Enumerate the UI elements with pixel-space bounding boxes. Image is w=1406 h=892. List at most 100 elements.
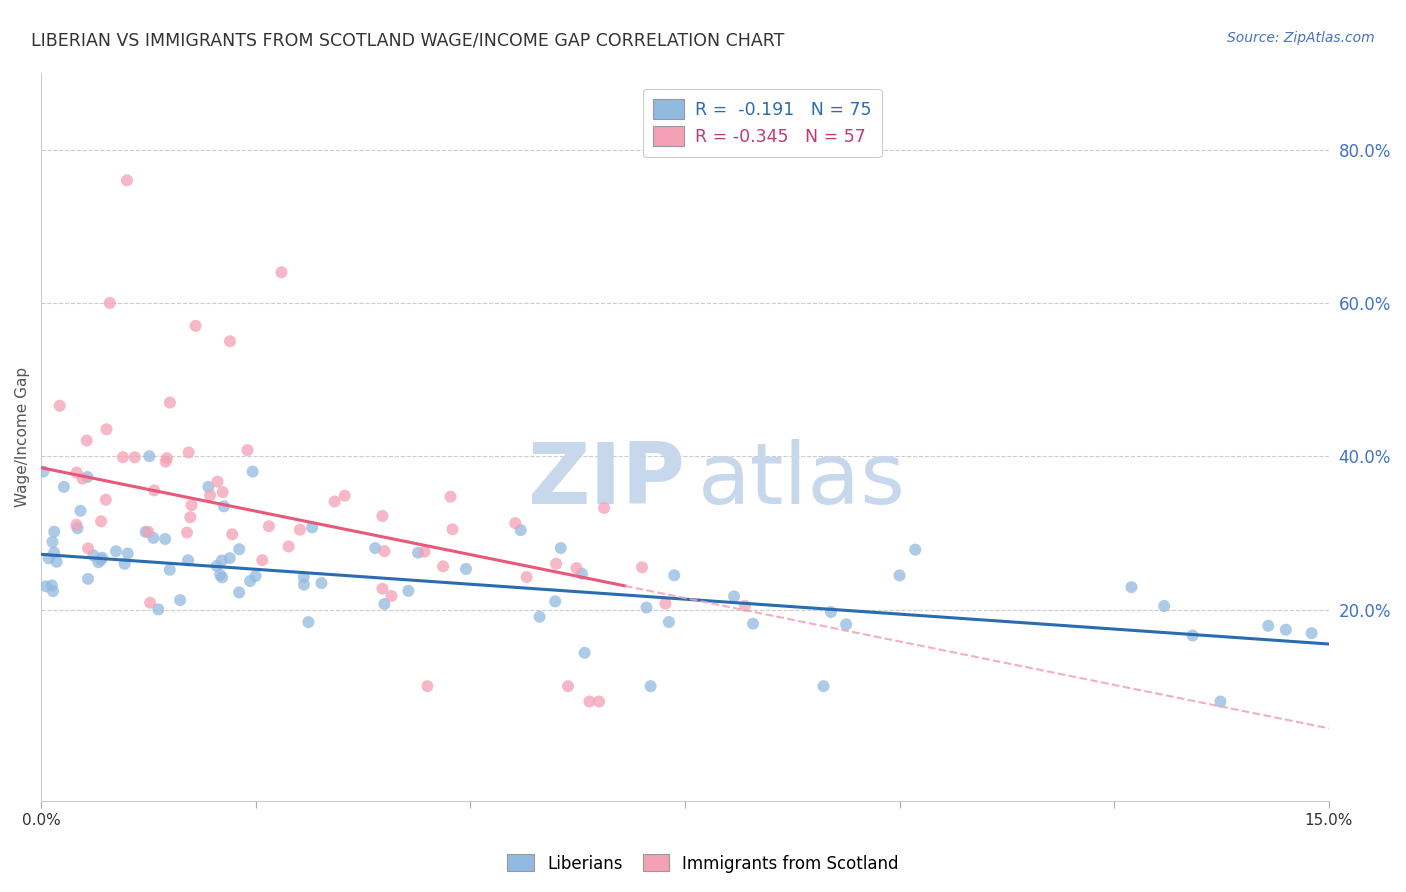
Point	[565, 561, 588, 575]
Point	[631, 560, 654, 574]
Point	[143, 483, 166, 498]
Point	[72, 472, 94, 486]
Point	[142, 531, 165, 545]
Point	[406, 546, 429, 560]
Point	[544, 594, 567, 608]
Point	[396, 583, 419, 598]
Point	[373, 544, 395, 558]
Point	[574, 646, 596, 660]
Point	[105, 544, 128, 558]
Point	[117, 546, 139, 560]
Point	[69, 504, 91, 518]
Point	[1301, 626, 1323, 640]
Point	[371, 508, 394, 523]
Point	[1181, 628, 1204, 642]
Point	[77, 541, 100, 556]
Point	[323, 494, 346, 508]
Point	[658, 615, 681, 629]
Point	[44, 524, 66, 539]
Point	[416, 679, 439, 693]
Point	[90, 552, 112, 566]
Point	[139, 596, 162, 610]
Point	[153, 532, 176, 546]
Point	[159, 563, 181, 577]
Point	[91, 550, 114, 565]
Point	[373, 597, 395, 611]
Point	[76, 470, 98, 484]
Point	[82, 549, 104, 563]
Point	[45, 555, 67, 569]
Point	[242, 465, 264, 479]
Y-axis label: Wage/Income Gap: Wage/Income Gap	[15, 367, 30, 508]
Point	[640, 679, 662, 693]
Point	[636, 600, 658, 615]
Point	[42, 584, 65, 599]
Point	[96, 422, 118, 436]
Point	[177, 553, 200, 567]
Point	[184, 318, 207, 333]
Point	[156, 451, 179, 466]
Point	[209, 567, 232, 582]
Point	[218, 551, 240, 566]
Point	[228, 585, 250, 599]
Point	[124, 450, 146, 465]
Point	[742, 616, 765, 631]
Point	[835, 617, 858, 632]
Text: LIBERIAN VS IMMIGRANTS FROM SCOTLAND WAGE/INCOME GAP CORRELATION CHART: LIBERIAN VS IMMIGRANTS FROM SCOTLAND WAG…	[31, 31, 785, 49]
Point	[155, 455, 177, 469]
Point	[441, 522, 464, 536]
Point	[76, 434, 98, 448]
Point	[820, 605, 842, 619]
Point	[292, 577, 315, 591]
Point	[664, 568, 686, 582]
Point	[245, 569, 267, 583]
Point	[546, 557, 568, 571]
Point	[270, 265, 292, 279]
Point	[439, 490, 461, 504]
Text: Source: ZipAtlas.com: Source: ZipAtlas.com	[1227, 31, 1375, 45]
Point	[111, 450, 134, 465]
Text: ZIP: ZIP	[527, 439, 685, 522]
Point	[169, 593, 191, 607]
Legend: R =  -0.191   N = 75, R = -0.345   N = 57: R = -0.191 N = 75, R = -0.345 N = 57	[643, 89, 882, 157]
Point	[205, 558, 228, 573]
Point	[90, 514, 112, 528]
Point	[723, 590, 745, 604]
Point	[32, 465, 55, 479]
Point	[49, 399, 72, 413]
Point	[66, 466, 89, 480]
Point	[503, 516, 526, 531]
Point	[734, 599, 756, 613]
Point	[219, 334, 242, 349]
Point	[292, 570, 315, 584]
Point	[52, 480, 75, 494]
Point	[1153, 599, 1175, 613]
Point	[277, 540, 299, 554]
Point	[66, 521, 89, 535]
Point	[239, 574, 262, 588]
Point	[211, 570, 233, 584]
Point	[1209, 694, 1232, 708]
Point	[35, 579, 58, 593]
Point	[211, 553, 233, 567]
Point	[94, 492, 117, 507]
Point	[211, 485, 233, 500]
Point	[571, 566, 593, 581]
Point	[77, 572, 100, 586]
Point	[413, 544, 436, 558]
Point	[159, 395, 181, 409]
Point	[38, 551, 60, 566]
Point	[509, 523, 531, 537]
Point	[1121, 580, 1143, 594]
Point	[115, 173, 138, 187]
Point	[301, 520, 323, 534]
Point	[1275, 623, 1298, 637]
Point	[179, 510, 201, 524]
Point	[557, 679, 579, 693]
Point	[221, 527, 243, 541]
Point	[654, 597, 676, 611]
Point	[813, 679, 835, 693]
Point	[529, 609, 551, 624]
Point	[371, 582, 394, 596]
Text: atlas: atlas	[697, 439, 905, 522]
